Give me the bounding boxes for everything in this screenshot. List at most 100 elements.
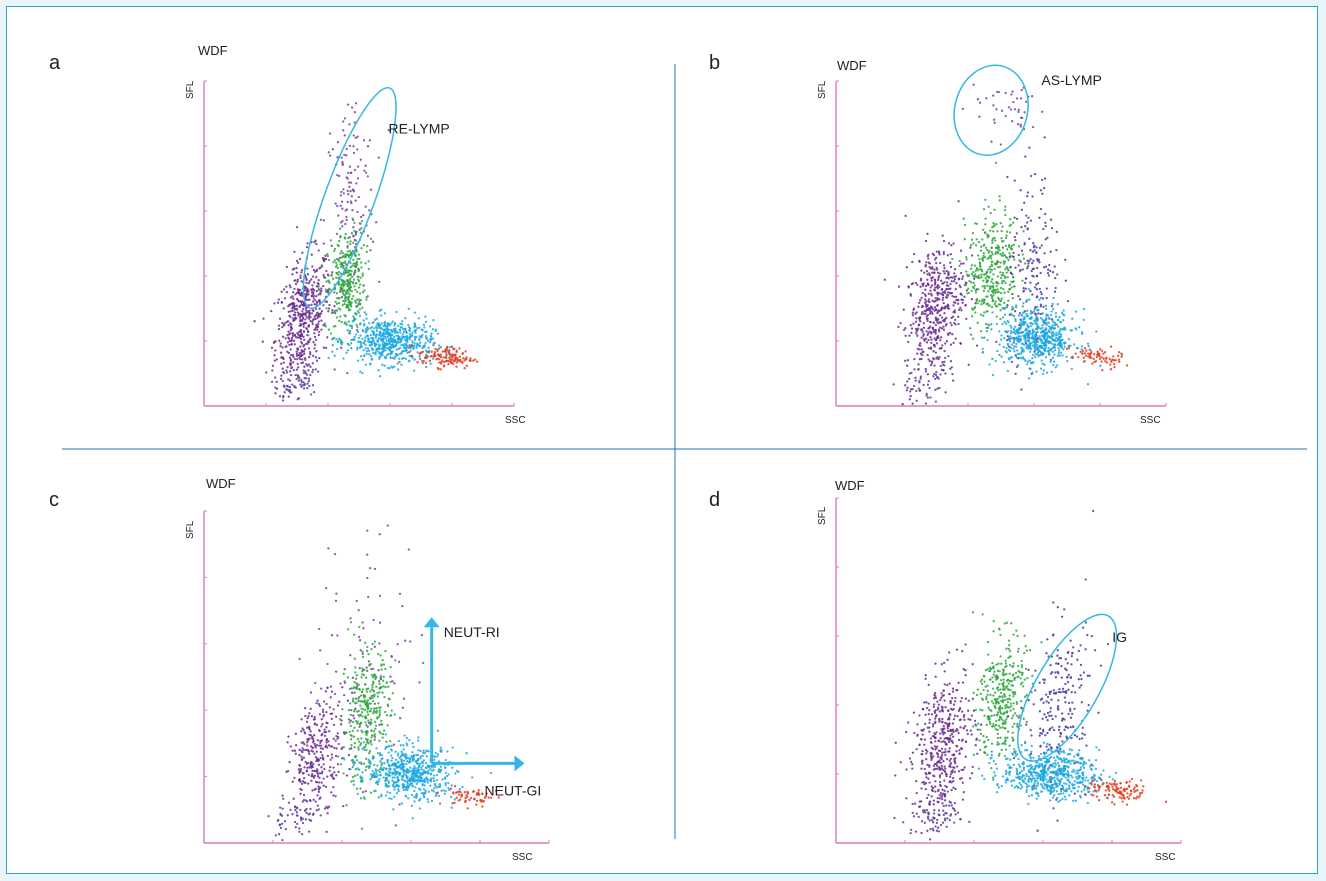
data-point (282, 288, 286, 291)
data-point (370, 647, 373, 651)
data-point (400, 759, 403, 762)
data-point (346, 254, 349, 257)
data-point (326, 253, 329, 256)
data-point (322, 715, 325, 718)
data-point (359, 797, 363, 800)
data-point (424, 334, 428, 338)
data-point (303, 293, 306, 296)
data-point (455, 361, 459, 364)
data-point (357, 286, 361, 289)
data-point (904, 384, 907, 387)
data-point (969, 244, 973, 247)
data-point (341, 225, 344, 228)
data-point (303, 706, 307, 710)
data-point (1035, 318, 1038, 322)
data-point (1028, 146, 1031, 149)
data-point (920, 348, 923, 351)
data-point (942, 369, 945, 372)
data-point (1038, 287, 1041, 291)
data-point (382, 729, 386, 732)
data-point (352, 151, 356, 155)
data-point (372, 331, 376, 334)
data-point (305, 720, 309, 723)
data-point (329, 332, 333, 335)
data-point (1054, 276, 1057, 280)
data-point (317, 333, 320, 337)
data-point (1002, 262, 1006, 265)
data-point (990, 328, 993, 331)
data-point (348, 293, 351, 296)
data-point (436, 332, 440, 335)
data-point (1025, 362, 1029, 366)
data-point (1012, 307, 1015, 310)
data-point (1013, 235, 1016, 239)
data-point (944, 342, 947, 345)
data-point (330, 311, 333, 315)
data-point (296, 278, 299, 281)
data-point (1050, 226, 1054, 230)
data-point (1020, 350, 1024, 353)
data-point (404, 329, 407, 332)
data-point (481, 805, 484, 808)
data-point (292, 355, 295, 359)
data-point (410, 354, 414, 358)
data-point (291, 780, 294, 783)
data-point (340, 339, 343, 343)
data-point (952, 301, 956, 304)
data-point (364, 363, 368, 366)
data-point (464, 350, 467, 353)
data-point (1041, 341, 1044, 344)
data-point (422, 345, 425, 348)
data-point (1005, 234, 1008, 237)
data-point (342, 746, 345, 749)
data-point (1055, 336, 1058, 340)
data-point (384, 649, 387, 653)
data-point (1047, 325, 1051, 328)
data-point (358, 639, 362, 642)
data-point (408, 761, 412, 764)
data-point (975, 298, 979, 301)
data-point (986, 338, 989, 342)
data-point (299, 274, 302, 277)
data-point (448, 353, 452, 356)
data-point (1010, 356, 1013, 359)
data-point (1066, 359, 1069, 363)
data-point (384, 772, 388, 775)
data-point (1039, 271, 1042, 275)
plot-title: WDF (206, 476, 236, 491)
data-point (312, 292, 315, 296)
data-point (382, 685, 385, 688)
data-point (384, 325, 387, 328)
data-point (354, 239, 357, 242)
data-point (373, 789, 376, 793)
data-point (407, 307, 410, 310)
data-point (934, 388, 937, 392)
data-point (945, 305, 948, 308)
data-point (396, 362, 399, 365)
data-point (914, 320, 918, 323)
data-point (356, 275, 359, 278)
data-point (326, 336, 329, 339)
data-point (314, 326, 318, 329)
data-point (1020, 88, 1023, 92)
data-point (427, 346, 430, 349)
data-point (292, 297, 295, 300)
data-point (350, 708, 353, 712)
data-point (902, 328, 906, 332)
data-point (1045, 296, 1048, 300)
data-point (387, 751, 390, 754)
data-point (1051, 350, 1055, 353)
data-point (1039, 353, 1042, 357)
data-point (361, 358, 364, 361)
data-point (913, 368, 916, 371)
data-point (985, 329, 988, 333)
data-point (341, 161, 344, 164)
data-point (328, 769, 331, 772)
data-point (364, 164, 367, 167)
data-point (318, 786, 322, 789)
data-point (441, 350, 444, 353)
data-point (303, 285, 307, 288)
data-point (364, 262, 367, 265)
data-point (938, 272, 942, 275)
data-point (355, 599, 358, 603)
